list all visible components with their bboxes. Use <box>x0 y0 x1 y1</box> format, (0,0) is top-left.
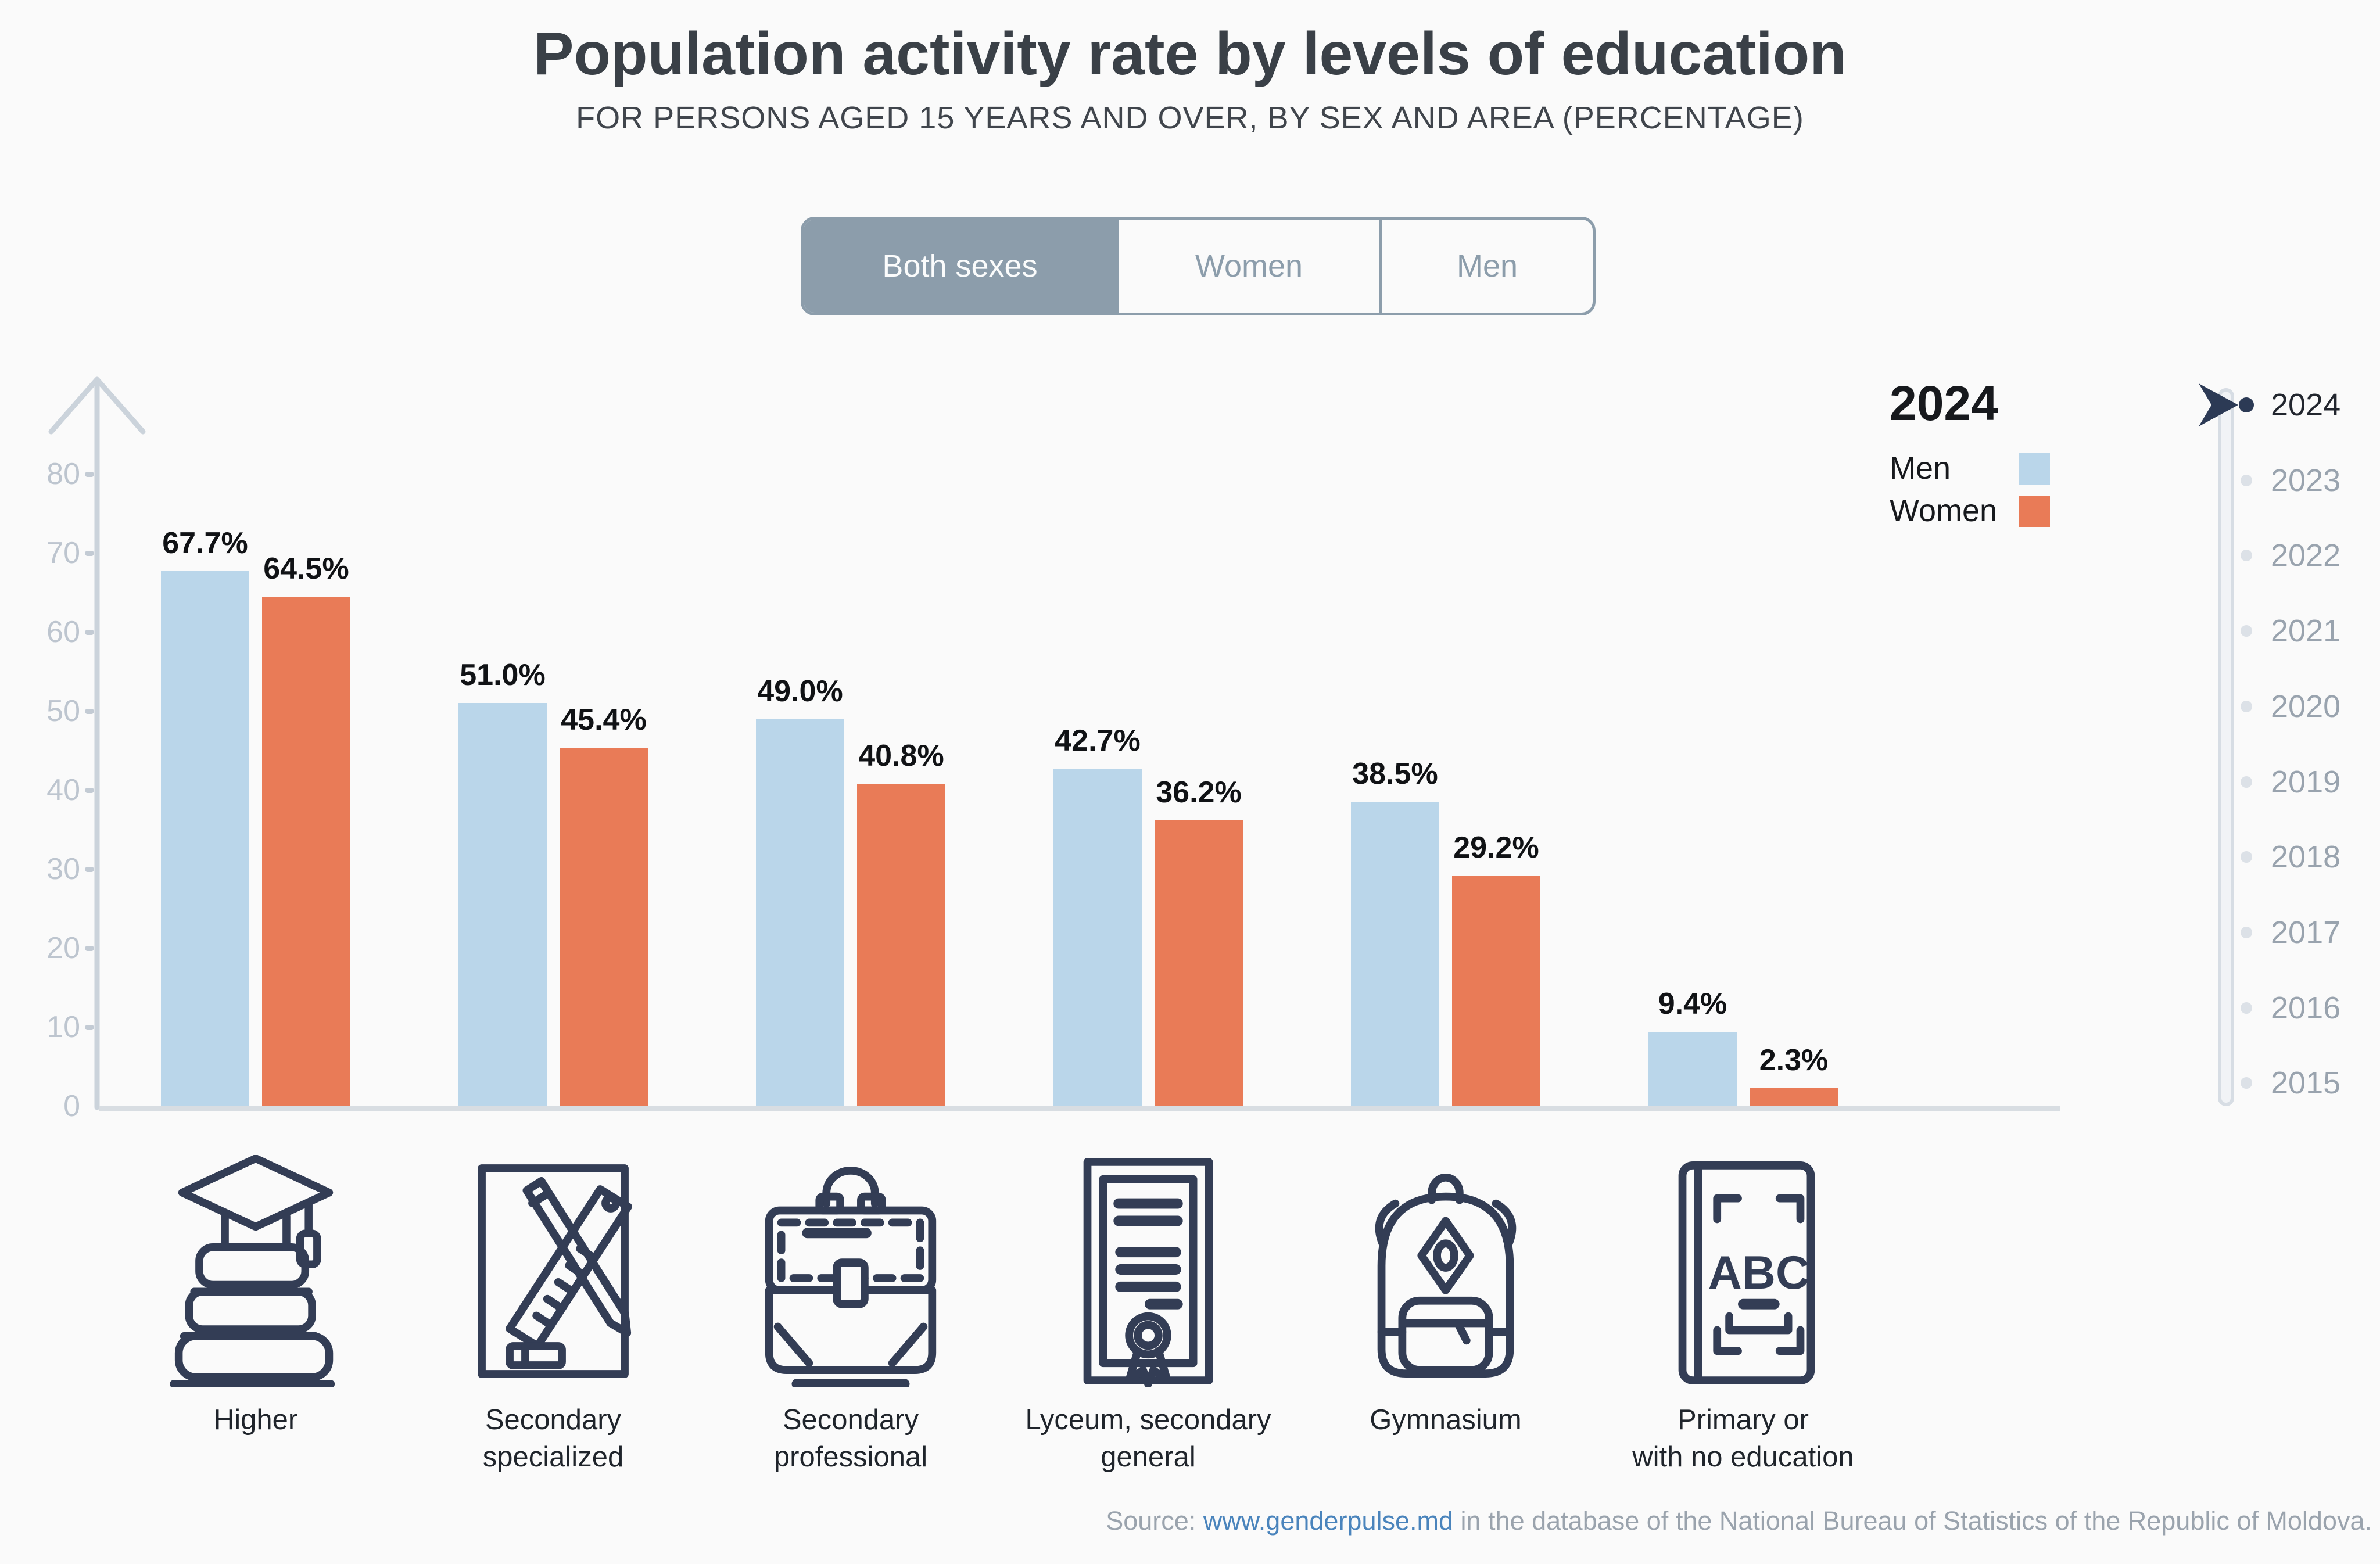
y-tick-label: 0 <box>63 1089 80 1123</box>
y-tick-dash <box>85 1024 94 1030</box>
timeline-dot-2018[interactable] <box>2241 851 2252 863</box>
y-tick-dash <box>85 945 94 951</box>
bar-women-3[interactable] <box>1155 820 1243 1106</box>
timeline-year-2018[interactable]: 2018 <box>2271 840 2341 875</box>
source-note: Source: www.genderpulse.md in the databa… <box>1106 1506 2372 1536</box>
timeline-year-2022[interactable]: 2022 <box>2271 538 2341 573</box>
gymnasium-backpack-icon <box>1350 1155 1542 1387</box>
y-tick-label: 20 <box>46 931 80 965</box>
bar-men-2[interactable] <box>756 719 844 1106</box>
toggle-both-sexes-button[interactable]: Both sexes <box>804 220 1116 313</box>
legend-men-swatch <box>2019 453 2050 485</box>
legend-women-swatch <box>2019 496 2050 527</box>
source-prefix: Source: <box>1106 1506 1203 1536</box>
y-tick-label: 30 <box>46 852 80 886</box>
toggle-men-button[interactable]: Men <box>1379 220 1593 313</box>
y-tick-dash <box>85 471 94 477</box>
legend-women-label: Women <box>1890 493 1998 528</box>
bar-men-0[interactable] <box>161 571 249 1106</box>
timeline-dot-2023[interactable] <box>2241 474 2252 486</box>
bar-value-label: 40.8% <box>858 739 944 773</box>
bar-women-1[interactable] <box>560 747 648 1106</box>
timeline-year-2023[interactable]: 2023 <box>2271 462 2341 498</box>
timeline-year-2024[interactable]: 2024 <box>2271 388 2341 422</box>
primary-abc-book-icon: ABC <box>1647 1155 1839 1387</box>
timeline-year-2017[interactable]: 2017 <box>2271 914 2341 950</box>
category-label: Gymnasium <box>1370 1404 1522 1436</box>
bar-value-label: 42.7% <box>1055 724 1141 758</box>
page-subtitle: FOR PERSONS AGED 15 YEARS AND OVER, BY S… <box>576 101 1804 135</box>
bar-value-label: 67.7% <box>162 526 248 561</box>
sex-toggle: Both sexes Women Men <box>801 217 1596 315</box>
y-tick-label: 40 <box>46 773 80 807</box>
timeline-year-2020[interactable]: 2020 <box>2271 688 2341 724</box>
timeline-year-2021[interactable]: 2021 <box>2271 614 2341 649</box>
y-tick-label: 70 <box>46 536 80 570</box>
timeline-dot-2021[interactable] <box>2241 625 2252 637</box>
legend-year: 2024 <box>1890 376 1998 431</box>
timeline-dot-2015[interactable] <box>2241 1077 2252 1089</box>
secondary-professional-briefcase-icon <box>755 1155 947 1389</box>
bar-value-label: 2.3% <box>1759 1043 1829 1077</box>
source-link[interactable]: www.genderpulse.md <box>1203 1506 1454 1536</box>
category-label: Secondary professional <box>773 1404 928 1473</box>
bar-men-5[interactable] <box>1648 1032 1737 1106</box>
bar-value-label: 36.2% <box>1156 775 1242 809</box>
bar-women-2[interactable] <box>857 784 945 1106</box>
timeline-year-2016[interactable]: 2016 <box>2271 990 2341 1025</box>
toggle-women-button[interactable]: Women <box>1116 220 1379 313</box>
timeline-year-2015[interactable]: 2015 <box>2271 1066 2341 1101</box>
y-tick-label: 60 <box>46 615 80 649</box>
timeline-dot-2024[interactable] <box>2239 397 2254 412</box>
category-label: Lyceum, secondary general <box>1025 1404 1271 1473</box>
bar-men-1[interactable] <box>458 703 547 1106</box>
bar-value-label: 45.4% <box>561 702 647 737</box>
timeline-dot-2020[interactable] <box>2241 700 2252 712</box>
bar-women-4[interactable] <box>1452 875 1540 1106</box>
secondary-specialized-pencil-ruler-icon <box>457 1155 649 1387</box>
y-tick-dash <box>85 550 94 556</box>
category-label: Primary or with no education <box>1632 1404 1854 1473</box>
bar-value-label: 64.5% <box>263 551 349 586</box>
bar-value-label: 38.5% <box>1352 757 1438 791</box>
y-tick-label: 10 <box>46 1010 80 1044</box>
bar-women-0[interactable] <box>262 596 350 1106</box>
timeline-dot-2016[interactable] <box>2241 1002 2252 1014</box>
y-tick-label: 80 <box>46 457 80 491</box>
page-title: Population activity rate by levels of ed… <box>533 20 1847 88</box>
bar-value-label: 49.0% <box>757 674 843 708</box>
timeline-year-2019[interactable]: 2019 <box>2271 764 2341 799</box>
legend-men-label: Men <box>1890 451 1951 486</box>
y-tick-dash <box>85 708 94 714</box>
y-tick-dash <box>85 787 94 793</box>
timeline-dot-2019[interactable] <box>2241 776 2252 788</box>
bar-men-3[interactable] <box>1053 769 1142 1106</box>
bar-men-4[interactable] <box>1351 802 1439 1106</box>
timeline-dot-2022[interactable] <box>2241 550 2252 562</box>
svg-text:ABC: ABC <box>1708 1247 1810 1299</box>
category-label: Secondary specialized <box>482 1404 624 1473</box>
source-suffix: in the database of the National Bureau o… <box>1453 1506 2372 1536</box>
y-tick-label: 50 <box>46 694 80 728</box>
lyceum-diploma-icon <box>1052 1155 1244 1388</box>
year-timeline-track[interactable] <box>2218 388 2234 1106</box>
bar-value-label: 51.0% <box>460 658 546 693</box>
bar-value-label: 29.2% <box>1453 830 1539 864</box>
y-tick-dash <box>85 629 94 635</box>
timeline-dot-2017[interactable] <box>2241 926 2252 938</box>
bar-women-5[interactable] <box>1750 1088 1838 1106</box>
category-label: Higher <box>213 1404 298 1436</box>
higher-education-books-graduation-cap-icon <box>160 1154 352 1388</box>
bar-value-label: 9.4% <box>1658 987 1727 1021</box>
y-tick-dash <box>85 866 94 872</box>
